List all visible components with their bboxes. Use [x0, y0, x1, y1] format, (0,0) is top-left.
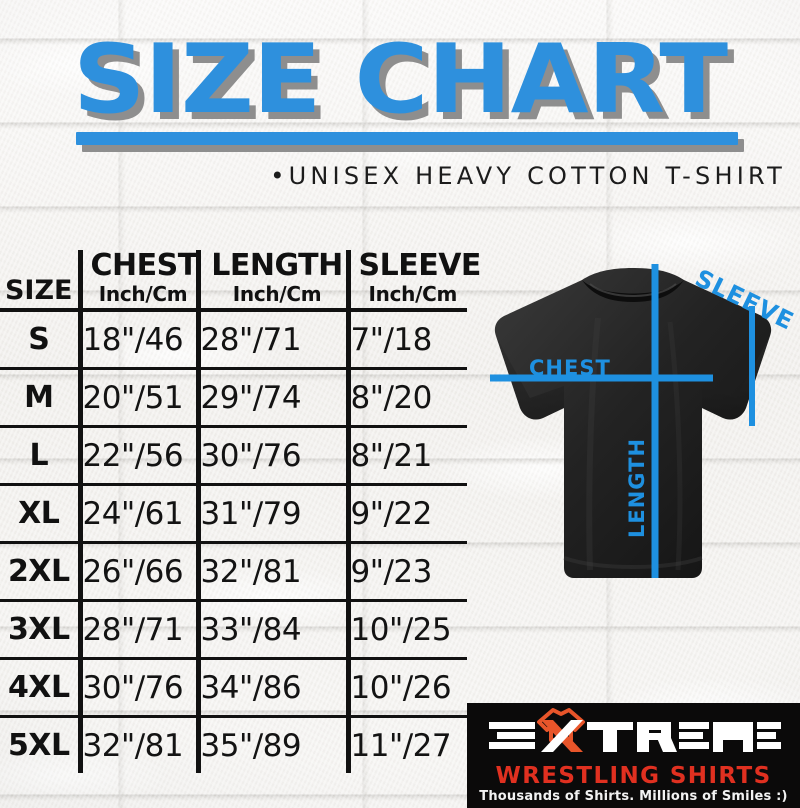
chest-measure-label: CHEST: [529, 356, 611, 380]
cell-size: 3XL: [0, 599, 80, 659]
tshirt-fold-right: [667, 321, 683, 571]
tshirt-diagram: CHEST LENGTH SLEEVE: [470, 258, 800, 700]
cell-length: 34"/86: [195, 657, 348, 717]
tshirt-fold-left: [586, 317, 601, 571]
cell-size: M: [0, 367, 80, 427]
brand-logo: WRESTLING SHIRTS Thousands of Shirts. Mi…: [467, 703, 800, 808]
cell-chest: 26"/66: [77, 541, 198, 601]
cell-sleeve: 8"/20: [345, 367, 467, 427]
cell-size: 4XL: [0, 657, 80, 717]
table-row: XL 24"/61 31"/79 9"/22: [0, 483, 467, 543]
cell-sleeve: 10"/25: [345, 599, 467, 659]
cell-sleeve: 10"/26: [345, 657, 467, 717]
cell-chest: 20"/51: [77, 367, 198, 427]
tshirt-icon: [490, 264, 772, 578]
cell-chest: 24"/61: [77, 483, 198, 543]
tshirt-collar-stitch: [589, 283, 677, 297]
table-row: 3XL 28"/71 33"/84 10"/25: [0, 599, 467, 659]
cell-size: S: [0, 308, 80, 369]
column-header-size-label: SIZE: [4, 275, 73, 306]
cell-length: 33"/84: [195, 599, 348, 659]
column-header-sleeve-unit: Inch/Cm: [368, 282, 458, 306]
column-header-chest-unit: Inch/Cm: [98, 282, 188, 306]
column-header-length-label: LENGTH: [211, 248, 343, 283]
page-title: SIZE CHART: [72, 25, 728, 135]
table-row: M 20"/51 29"/74 8"/20: [0, 367, 467, 427]
logo-tagline: Thousands of Shirts. Millions of Smiles …: [479, 789, 788, 804]
header: SIZE CHART SIZE CHART •UNISEX HEAVY COTT…: [0, 0, 800, 190]
cell-sleeve: 8"/21: [345, 425, 467, 485]
logo-letter-e1: [489, 722, 535, 749]
table-row: L 22"/56 30"/76 8"/21: [0, 425, 467, 485]
page-subtitle: •UNISEX HEAVY COTTON T-SHIRT: [270, 162, 786, 190]
table-header-row: SIZE CHEST Inch/Cm LENGTH Inch/Cm: [0, 248, 482, 312]
table-body: S 18"/46 28"/71 7"/18 M 20"/51 29"/74 8"…: [0, 308, 467, 773]
cell-chest: 28"/71: [77, 599, 198, 659]
column-header-sleeve-label: SLEEVE: [358, 248, 482, 283]
logo-letter-e3: [757, 722, 781, 749]
column-header-chest-label: CHEST: [90, 248, 199, 283]
column-header-chest: CHEST Inch/Cm: [77, 248, 199, 312]
title-underline-bar: [76, 132, 738, 145]
column-header-size: SIZE: [0, 250, 80, 312]
cell-size: 2XL: [0, 541, 80, 601]
table-row: 5XL 32"/81 35"/89 11"/27: [0, 715, 467, 773]
cell-length: 30"/76: [195, 425, 348, 485]
table-row: S 18"/46 28"/71 7"/18: [0, 308, 467, 369]
cell-size: XL: [0, 483, 80, 543]
cell-size: L: [0, 425, 80, 485]
logo-letter-e2: [679, 722, 709, 749]
cell-length: 29"/74: [195, 367, 348, 427]
tshirt-hem-highlight: [563, 556, 703, 569]
cell-size: 5XL: [0, 715, 80, 773]
tshirt-right-sleeve-shade: [702, 336, 770, 420]
table-head: SIZE CHEST Inch/Cm LENGTH Inch/Cm: [0, 248, 482, 312]
cell-chest: 22"/56: [77, 425, 198, 485]
logo-letter-t: [587, 722, 633, 752]
table-row: 4XL 30"/76 34"/86 10"/26: [0, 657, 467, 717]
extreme-wordmark-icon: [489, 708, 781, 752]
tshirt-left-sleeve-shade: [496, 336, 564, 420]
logo-secondary-line: WRESTLING SHIRTS: [495, 763, 772, 789]
cell-sleeve: 7"/18: [345, 308, 467, 369]
logo-letter-m: [713, 722, 753, 752]
cell-sleeve: 9"/23: [345, 541, 467, 601]
cell-chest: 32"/81: [77, 715, 198, 773]
page-title-shadow: SIZE CHART: [79, 32, 734, 142]
cell-length: 31"/79: [195, 483, 348, 543]
logo-letter-r: [637, 722, 677, 752]
table-row: 2XL 26"/66 32"/81 9"/23: [0, 541, 467, 601]
column-header-sleeve: SLEEVE Inch/Cm: [345, 248, 482, 312]
cell-chest: 18"/46: [77, 308, 198, 369]
cell-length: 28"/71: [195, 308, 348, 369]
column-header-length: LENGTH Inch/Cm: [195, 248, 348, 312]
page-title-wrap: SIZE CHART SIZE CHART: [0, 25, 800, 142]
title-underline-wrap: [76, 132, 744, 152]
cell-length: 32"/81: [195, 541, 348, 601]
logo-letter-x: [541, 720, 583, 752]
tshirt-body: [494, 268, 772, 578]
column-header-length-unit: Inch/Cm: [232, 282, 322, 306]
cell-chest: 30"/76: [77, 657, 198, 717]
cell-sleeve: 9"/22: [345, 483, 467, 543]
cell-sleeve: 11"/27: [345, 715, 467, 773]
length-measure-label: LENGTH: [625, 437, 649, 538]
cell-length: 35"/89: [195, 715, 348, 773]
size-chart-table: SIZE CHEST Inch/Cm LENGTH Inch/Cm: [0, 248, 482, 773]
